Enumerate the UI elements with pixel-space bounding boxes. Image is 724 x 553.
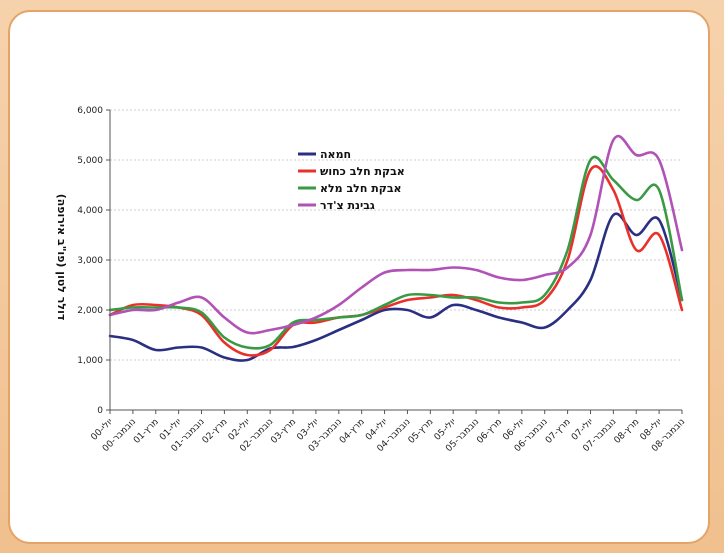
y-tick-label: 0 xyxy=(97,406,103,416)
x-tick-label: מרץ-07 xyxy=(544,417,573,446)
legend-entry: גבינת צ'דר xyxy=(320,199,375,212)
line-chart: 0 1,000 2,000 3,000 4,000 5,000 6,000 יולי-00נ… xyxy=(55,106,687,454)
grid-lines xyxy=(110,109,682,361)
axes xyxy=(109,110,682,411)
y-tick-label: 5,000 xyxy=(77,156,103,166)
legend-entry: אבקת חלב כחוש xyxy=(320,165,405,178)
legend: חמאה אבקת חלב כחוש אבקת חלב מלא גבינת צ'דר xyxy=(298,148,405,212)
x-tick-label: מרץ-06 xyxy=(475,417,504,446)
y-axis-label: דולר לטון (פו"ב אירופה) xyxy=(55,194,68,321)
x-tick-label: מרץ-04 xyxy=(338,417,367,446)
series-line xyxy=(108,155,684,350)
y-axis-ticks: 0 1,000 2,000 3,000 4,000 5,000 6,000 xyxy=(77,106,110,416)
y-tick-label: 3,000 xyxy=(77,256,103,266)
y-tick-label: 1,000 xyxy=(77,356,103,366)
x-tick-label: מרץ-02 xyxy=(201,417,230,446)
series-line xyxy=(108,165,684,357)
x-tick-label: מרץ-05 xyxy=(407,417,436,446)
legend-entry: אבקת חלב מלא xyxy=(320,182,402,195)
chart-card: 0 1,000 2,000 3,000 4,000 5,000 6,000 יולי-00 נ… xyxy=(8,10,710,544)
series-line xyxy=(108,212,684,362)
series-lines xyxy=(108,134,684,362)
series-line xyxy=(108,134,684,335)
y-tick-label: 6,000 xyxy=(77,106,103,116)
x-tick-label: מרץ-03 xyxy=(269,417,298,446)
legend-entry: חמאה xyxy=(320,148,351,161)
x-tick-label: מרץ-08 xyxy=(613,417,642,446)
y-tick-label: 2,000 xyxy=(77,306,103,316)
x-tick-label: מרץ-01 xyxy=(132,417,161,446)
x-axis-ticks: יולי-00נובמבר-00מרץ-01יולי-01נובמבר-01מר… xyxy=(89,410,687,454)
y-tick-label: 4,000 xyxy=(77,206,103,216)
